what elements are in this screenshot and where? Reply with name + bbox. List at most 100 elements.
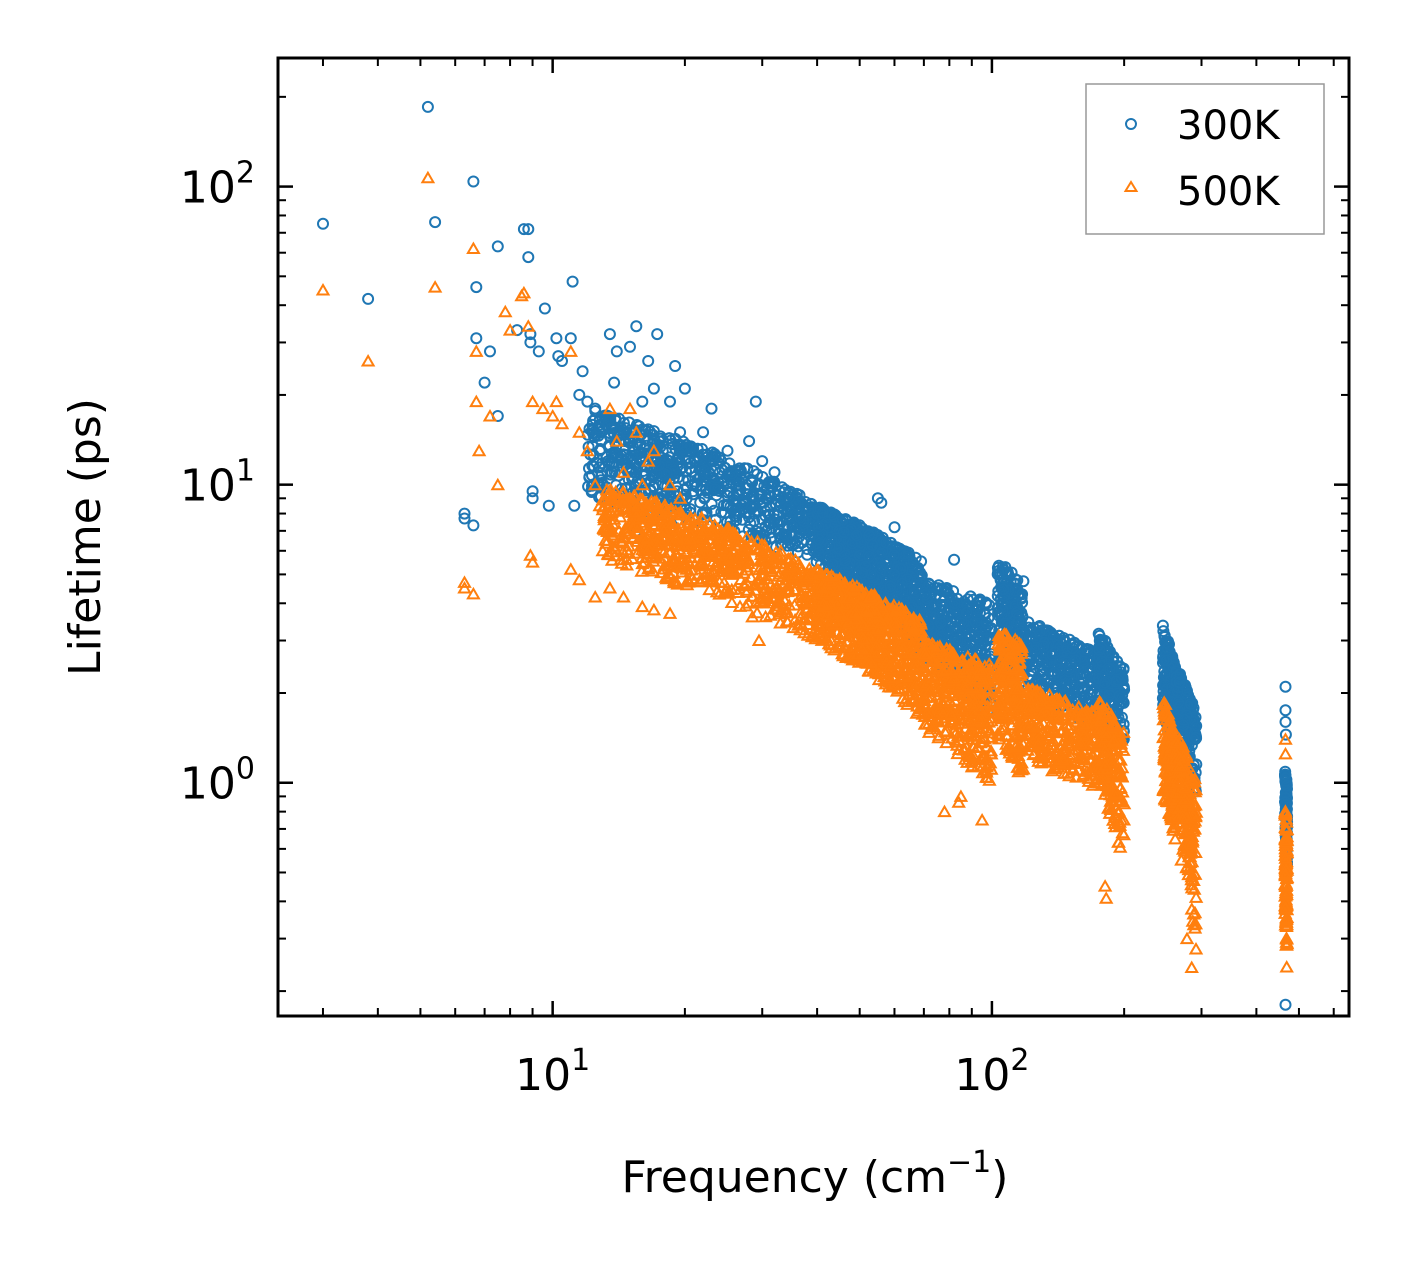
point-300K xyxy=(992,559,1005,572)
point-500K xyxy=(646,602,662,616)
point-300K xyxy=(636,395,649,408)
point-300K xyxy=(635,446,648,459)
point-300K xyxy=(568,499,581,512)
point-300K xyxy=(626,472,639,485)
point-300K xyxy=(1009,584,1022,597)
point-500K xyxy=(360,354,376,367)
point-300K xyxy=(458,512,471,525)
point-300K xyxy=(644,425,656,438)
point-300K xyxy=(1010,606,1023,619)
point-300K xyxy=(566,275,579,288)
point-500K xyxy=(466,241,481,254)
point-300K xyxy=(538,302,551,315)
point-300K xyxy=(979,608,991,621)
point-300K xyxy=(770,516,783,529)
point-300K xyxy=(526,485,539,498)
point-300K xyxy=(1016,596,1029,609)
point-500K xyxy=(563,562,579,575)
point-300K xyxy=(583,462,595,475)
point-300K xyxy=(774,492,787,505)
point-300K xyxy=(700,448,713,461)
point-300K xyxy=(662,432,675,445)
point-300K xyxy=(654,432,667,445)
point-500K xyxy=(572,572,587,586)
point-300K xyxy=(467,175,480,188)
point-500K xyxy=(622,401,638,415)
point-300K xyxy=(594,443,607,455)
point-300K xyxy=(992,606,1005,619)
point-300K xyxy=(517,223,530,236)
point-300K xyxy=(627,452,640,465)
point-300K xyxy=(1033,625,1046,638)
point-300K xyxy=(839,554,852,567)
point-300K xyxy=(863,529,876,542)
point-300K xyxy=(1025,653,1038,666)
point-300K xyxy=(491,240,504,253)
point-500K xyxy=(535,401,551,415)
point-300K xyxy=(796,503,809,516)
point-300K xyxy=(740,478,753,491)
point-300K xyxy=(1036,656,1049,668)
point-300K xyxy=(743,435,756,448)
point-300K xyxy=(677,474,690,486)
point-300K xyxy=(458,507,471,520)
point-300K xyxy=(1081,643,1094,656)
point-300K xyxy=(663,474,676,487)
point-300K xyxy=(317,217,329,230)
point-300K xyxy=(522,251,535,264)
point-300K xyxy=(642,448,655,461)
point-300K xyxy=(721,444,734,457)
point-300K xyxy=(672,439,684,451)
point-300K xyxy=(1030,639,1043,652)
point-300K xyxy=(362,292,375,305)
point-300K xyxy=(797,515,810,528)
point-500K xyxy=(471,443,487,457)
point-300K xyxy=(934,617,947,630)
point-300K xyxy=(573,388,586,401)
point-300K xyxy=(623,416,636,429)
point-300K xyxy=(715,506,728,519)
point-300K xyxy=(470,281,483,294)
point-300K xyxy=(862,545,875,558)
point-300K xyxy=(884,580,897,593)
point-300K xyxy=(785,530,798,543)
point-300K xyxy=(1009,600,1022,612)
point-300K xyxy=(859,560,872,573)
point-300K xyxy=(975,645,988,658)
point-300K xyxy=(484,345,496,358)
point-300K xyxy=(705,402,718,415)
point-300K xyxy=(908,574,921,587)
point-300K xyxy=(605,422,618,435)
point-500K xyxy=(420,170,436,184)
point-300K xyxy=(1067,676,1079,689)
point-300K xyxy=(602,416,615,429)
point-500K xyxy=(602,581,618,594)
point-300K xyxy=(824,540,836,553)
point-300K xyxy=(856,566,869,579)
point-500K xyxy=(749,605,765,619)
point-300K xyxy=(974,593,986,606)
point-300K xyxy=(690,480,703,493)
point-500K xyxy=(490,477,506,491)
point-500K xyxy=(469,394,484,408)
point-300K xyxy=(887,549,900,561)
point-300K xyxy=(837,526,850,539)
point-300K xyxy=(716,464,729,476)
point-300K xyxy=(603,328,616,341)
point-300K xyxy=(830,532,843,545)
point-500K xyxy=(724,595,740,608)
point-300K xyxy=(1066,642,1079,655)
point-300K xyxy=(1040,624,1053,637)
point-300K xyxy=(604,465,617,478)
point-300K xyxy=(812,546,825,559)
point-300K xyxy=(1049,646,1061,659)
point-300K xyxy=(812,520,825,533)
point-300K xyxy=(915,555,928,568)
point-300K xyxy=(940,583,953,596)
point-300K xyxy=(880,555,893,568)
point-300K xyxy=(980,616,993,629)
point-300K xyxy=(542,499,555,512)
point-300K xyxy=(595,469,608,482)
point-500K xyxy=(525,555,540,568)
